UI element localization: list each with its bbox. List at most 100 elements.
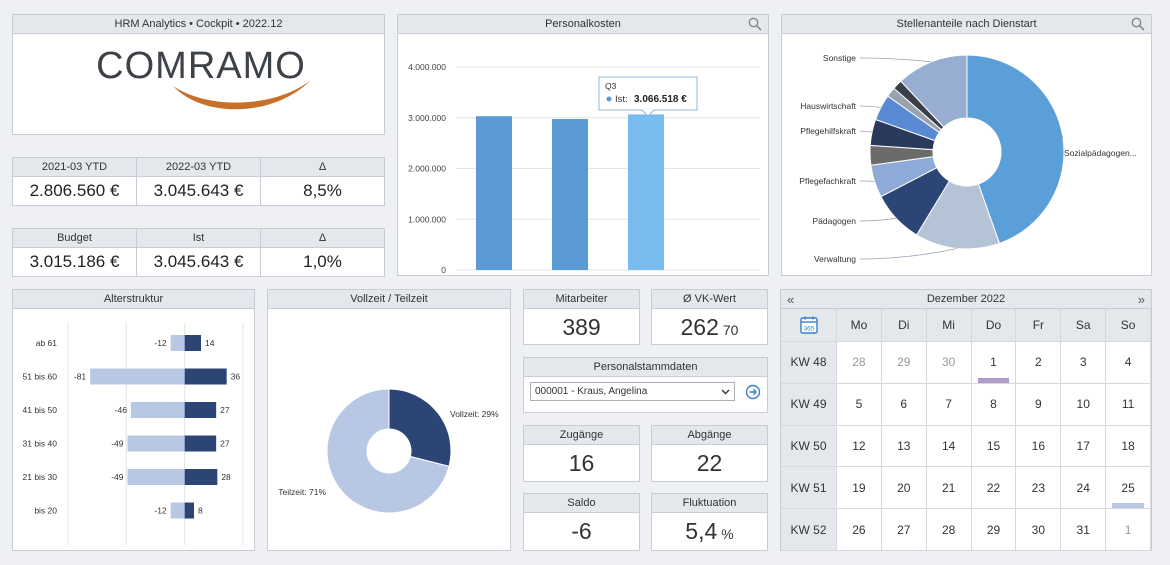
calendar-day[interactable]: 5 [837,383,882,426]
calendar-day[interactable]: 30 [1016,509,1062,551]
go-arrow-icon[interactable] [745,384,761,400]
bar-positive-label: 27 [220,405,230,415]
bar-positive-label: 28 [221,472,231,482]
slice-label: Pflegehilfskraft [800,126,856,136]
ytd-curr: 2022-03 YTD 3.045.643 € [137,158,261,205]
slice-label: Sozialpädagogen... [1064,148,1137,158]
calendar-day[interactable]: 17 [1061,425,1107,468]
calendar-day[interactable]: 13 [881,425,927,468]
fluktuation-kpi: Fluktuation 5,4% [651,493,768,551]
ist-label: Ist [137,229,260,248]
fluktuation-value: 5,4 [685,517,718,544]
calendar-day[interactable]: 29 [971,509,1017,551]
ist-cell: Ist 3.045.643 € [137,229,261,276]
bar [628,114,664,271]
budget-value: 3.015.186 € [29,252,120,271]
bar-negative [127,469,185,485]
calendar-day[interactable]: 12 [837,425,882,468]
leader-line [859,130,873,133]
calendar-day[interactable]: 1 [1106,509,1151,551]
week-number: KW 50 [781,425,837,468]
alterstruktur-title: Alterstruktur [13,290,254,309]
calendar-day[interactable]: 30 [926,342,972,384]
calendar-day[interactable]: 4 [1106,342,1151,384]
calendar-day[interactable]: 24 [1061,467,1107,510]
tooltip-box [598,76,698,111]
bar [552,119,588,270]
calendar-day[interactable]: 25 [1106,467,1151,510]
personalkosten-chart: 01.000.0002.000.0003.000.0004.000.000Q1Q… [408,62,760,286]
slice-label: Vollzeit: 29% [450,409,499,419]
calendar-day[interactable]: 28 [837,342,882,384]
week-number: KW 48 [781,342,837,384]
donut-slice [900,54,968,128]
bar-positive-label: 14 [205,338,215,348]
calendar-day[interactable]: 31 [1061,509,1107,551]
slice-label: Pädagogen [813,216,857,226]
abgaenge-label: Abgänge [652,426,767,445]
calendar-day[interactable]: 9 [1016,383,1062,426]
calendar-day[interactable]: 18 [1106,425,1151,468]
stellenanteile-chart: Sozialpädagogen... Verwaltung Pädagogen Pfl… [799,53,1137,264]
stellenanteile-title: Stellenanteile nach Dienstart [782,15,1151,34]
calendar-day[interactable]: 27 [881,509,927,551]
week-number: KW 52 [781,509,837,551]
calendar-day[interactable]: 14 [926,425,972,468]
bar-positive [184,335,201,351]
calendar-day[interactable]: 11 [1106,383,1151,426]
bar-negative [170,502,185,519]
age-label: ab 61 [36,338,58,348]
calendar-day[interactable]: 28 [926,509,972,551]
calendar-day[interactable]: 10 [1061,383,1107,426]
event-marker [977,377,1010,383]
calendar-365-text: 365 [803,326,814,333]
zoom-icon[interactable] [1131,17,1145,31]
calendar-day[interactable]: 20 [881,467,927,510]
tooltip-title: Q3 [605,81,617,91]
age-label: 31 bis 40 [23,439,58,449]
calendar-grid: 365 Mo Di Mi Do Fr Sa So KW 48 28 29 30 1 2 3 4 KW 49 5 6 7… [781,309,1151,551]
bar-positive-label: 8 [198,506,203,516]
slice-label: Teilzeit: 71% [278,487,326,497]
vk-value-wrap: 262 70 [652,309,767,345]
calendar-day[interactable]: 1 [971,342,1017,384]
calendar-day[interactable]: 15 [971,425,1017,468]
next-month-icon[interactable]: » [1137,291,1145,307]
y-tick-label: 4.000.000 [408,62,446,72]
calendar-day[interactable]: 16 [1016,425,1062,468]
calendar-day[interactable]: 8 [971,383,1017,426]
ytd-kpis: 2021-03 YTD 2.806.560 € 2022-03 YTD 3.045.… [12,157,385,206]
calendar-day[interactable]: 7 [926,383,972,426]
calendar: « Dezember 2022 » 365 Mo Di Mi Do Fr Sa So KW 48… [780,289,1152,551]
personalstamm-select[interactable]: 000001 - Kraus, Angelina [530,382,735,401]
calendar-day[interactable]: 19 [837,467,882,510]
week-number: KW 51 [781,467,837,510]
calendar-day[interactable]: 21 [926,467,972,510]
comramo-logo: COMRAMO [96,45,311,110]
calendar-day[interactable]: 22 [971,467,1017,510]
zoom-icon[interactable] [748,17,762,31]
leader-line [1060,135,1063,154]
bar [476,116,512,270]
personalkosten-panel: Personalkosten 0 1.000.000 2.000.000 3.000.… [397,14,769,286]
logo-text: COMRAMO [96,45,306,87]
ytd-curr-value: 3.045.643 € [153,181,244,200]
bar-negative-label: -81 [74,372,87,382]
stellenanteile-title-text: Stellenanteile nach Dienstart [896,18,1037,30]
calendar-day[interactable]: 26 [837,509,882,551]
calendar-day[interactable]: 29 [881,342,927,384]
ytd-delta: Δ 8,5% [261,158,384,205]
calendar-day[interactable]: 6 [881,383,927,426]
tooltip: Q3 Ist: 3.066.518 € [598,76,698,117]
weekday-header: Mi [926,309,972,342]
budget-delta-value: 1,0% [303,252,342,271]
calendar-day[interactable]: 23 [1016,467,1062,510]
header-title: HRM Analytics • Cockpit • 2022.12 [13,15,384,34]
slice-label: Verwaltung [814,254,856,264]
calendar-day[interactable]: 2 [1016,342,1062,384]
calendar-icon-cell: 365 [781,309,837,342]
calendar-day[interactable]: 3 [1061,342,1107,384]
saldo-kpi: Saldo -6 [523,493,640,551]
prev-month-icon[interactable]: « [787,291,795,307]
donut-slice [966,54,1065,245]
